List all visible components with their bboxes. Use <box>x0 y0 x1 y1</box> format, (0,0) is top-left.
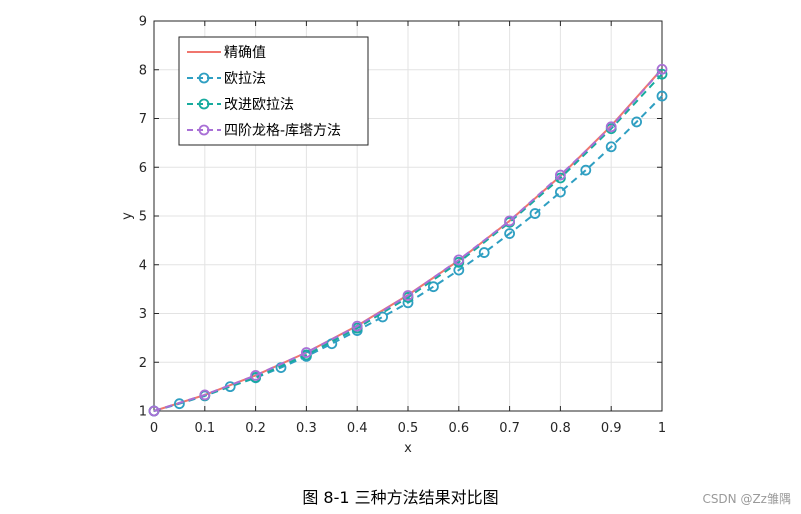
x-tick-label: 0.5 <box>398 421 419 436</box>
data-point <box>605 121 617 133</box>
data-point <box>453 264 465 276</box>
legend-item: 精确值 <box>187 45 266 61</box>
data-point <box>555 169 566 181</box>
legend-label: 精确值 <box>224 45 266 61</box>
x-tick-label: 0.1 <box>194 421 215 436</box>
x-tick-label: 0.2 <box>245 421 266 436</box>
y-tick-label: 5 <box>139 210 147 225</box>
legend-item: 欧拉法 <box>187 71 266 87</box>
x-tick-label: 0.3 <box>296 421 317 436</box>
legend-box <box>178 36 369 146</box>
x-tick-label: 0.4 <box>347 421 368 436</box>
x-tick-label: 0.9 <box>601 421 622 436</box>
series-group <box>148 63 668 417</box>
legend-swatch-marker <box>198 72 210 84</box>
data-point <box>605 141 617 153</box>
chart: 0 0.1 0.2 0.3 0.4 0.5 0.6 0.7 0.8 0.9 1 1 2 3 4 5 6 7 8 9 x… <box>120 15 668 456</box>
data-point <box>656 63 668 75</box>
legend-item: 改进欧拉法 <box>187 97 294 113</box>
legend-item: 四阶龙格-库塔方法 <box>187 123 341 139</box>
y-tick-label: 2 <box>139 356 147 371</box>
series-line <box>153 73 663 412</box>
y-tick-label: 7 <box>139 112 147 127</box>
data-point <box>504 215 516 227</box>
x-tick-label: 1 <box>658 421 666 436</box>
data-point <box>427 281 439 293</box>
data-point <box>478 247 490 258</box>
y-tick-label: 4 <box>139 258 147 273</box>
legend-label: 欧拉法 <box>224 71 266 87</box>
data-point <box>453 254 465 266</box>
legend-label: 改进欧拉法 <box>224 97 294 113</box>
figure-caption: 图 8-1 三种方法结果对比图 <box>302 488 499 507</box>
series-line <box>153 68 663 412</box>
data-point <box>148 405 160 417</box>
data-point <box>351 320 363 332</box>
x-axis-label: x <box>404 441 412 456</box>
data-point <box>199 389 211 401</box>
data-point <box>402 290 414 301</box>
data-point <box>656 90 668 102</box>
legend-swatch-marker <box>198 98 210 110</box>
x-tick-label: 0.6 <box>448 421 469 436</box>
x-tick-label: 0 <box>150 421 158 436</box>
y-axis-label: y <box>120 212 135 220</box>
data-point <box>529 208 541 219</box>
legend-label: 四阶龙格-库塔方法 <box>224 123 341 139</box>
data-point <box>555 186 566 198</box>
data-point <box>631 116 642 128</box>
y-tick-label: 3 <box>139 307 147 322</box>
data-point <box>300 347 312 358</box>
watermark: CSDN @Zz雏隅 <box>702 492 791 506</box>
legend-swatch-marker <box>198 124 210 136</box>
data-point <box>250 370 262 381</box>
y-tick-label: 1 <box>139 405 147 420</box>
data-point <box>173 398 185 410</box>
y-tick-label: 6 <box>139 161 147 176</box>
series-4 <box>148 63 668 417</box>
x-tick-label: 0.7 <box>499 421 520 436</box>
x-tick-label: 0.8 <box>550 421 571 436</box>
y-tick-label: 9 <box>139 15 147 30</box>
data-point <box>504 228 516 239</box>
data-point <box>377 311 389 323</box>
axis-ticks: 0 0.1 0.2 0.3 0.4 0.5 0.6 0.7 0.8 0.9 1 1 2 3 4 5 6 7 8 9 <box>139 15 666 437</box>
data-point <box>580 164 592 176</box>
y-tick-label: 8 <box>139 63 147 78</box>
